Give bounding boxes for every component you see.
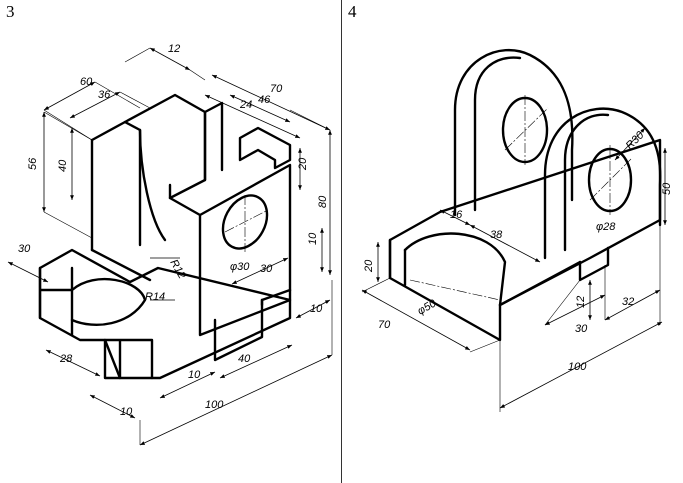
dim-label: 46 [258, 94, 271, 106]
part3-left-upright [90, 120, 142, 252]
dim-label: 70 [270, 83, 283, 95]
dim-label: 30 [18, 243, 31, 255]
panel-3-number: 3 [6, 2, 15, 21]
dim-label: R30 [624, 129, 647, 152]
dim-label: 20 [363, 259, 375, 273]
part3-rear-notch [238, 126, 292, 170]
drawing-3 [7, 47, 333, 446]
dim-label: 50 [661, 182, 673, 195]
dim-label: 12 [575, 296, 587, 308]
dim-label: 80 [317, 195, 329, 208]
dim-label: 100 [568, 361, 587, 373]
dim-label: 28 [59, 353, 73, 365]
part3-slot-edge [260, 288, 292, 307]
part3-dimension-labels: 12 60 36 70 46 24 56 40 20 80 10 R12 φ30… [18, 43, 329, 418]
dim-label: 100 [205, 399, 224, 411]
part3-r14-cutout [70, 277, 147, 327]
part4-left-lug-inner [473, 56, 522, 212]
dim-label: φ30 [230, 261, 250, 273]
part4-bottom-slot [498, 246, 610, 307]
dim-label: 70 [378, 319, 391, 331]
dim-label: 30 [260, 263, 273, 275]
dim-label: 56 [27, 157, 39, 170]
dim-label: 40 [238, 353, 251, 365]
dim-label: 10 [310, 303, 323, 315]
part3-front-lug [103, 338, 154, 380]
dim-label: 40 [57, 159, 69, 172]
part4-right-lug-centerline [589, 145, 633, 215]
dim-label: R12 [167, 258, 187, 281]
part4-base-front-left [388, 238, 407, 287]
dim-label: 10 [188, 369, 201, 381]
part4-left-lug-centerline [504, 95, 549, 165]
dim-label: φ28 [596, 221, 616, 233]
dim-label: 10 [120, 406, 133, 418]
part3-bottom-slot [213, 298, 264, 362]
dim-label: 24 [239, 99, 252, 111]
part3-right-block [168, 163, 292, 337]
part3-r12-arc [138, 128, 167, 242]
dim-label: 20 [297, 157, 309, 171]
dim-label: 30 [575, 323, 588, 335]
dim-label: 16 [450, 209, 463, 221]
dim-label: 36 [98, 89, 111, 101]
part4-dimension-labels: R30 50 16 38 φ28 20 φ50 70 12 30 32 100 [363, 129, 673, 373]
panel-divider [341, 0, 342, 483]
dim-label: R14 [145, 291, 165, 303]
dim-label: φ50 [416, 297, 440, 318]
dim-label: 60 [80, 76, 93, 88]
part3-wall-base [90, 248, 152, 282]
dim-label: 32 [622, 296, 634, 308]
part4-left-lug [453, 49, 574, 217]
part3-top-left [123, 93, 207, 200]
panel-4-number: 4 [348, 2, 357, 21]
part3-base-left-block [38, 266, 74, 337]
part3-dimension-lines [7, 47, 333, 446]
part3-phi30-hole [221, 194, 269, 250]
dim-label: 10 [307, 232, 319, 245]
dim-label: 38 [490, 229, 503, 241]
part3-hole-centerline [224, 195, 269, 252]
part4-right-lug [543, 107, 662, 260]
dim-label: 12 [168, 43, 180, 55]
drawing-4 [361, 49, 667, 412]
part4-right-lug-inner [563, 113, 610, 252]
part4-dimension-lines [361, 127, 667, 412]
part3-middle-rib [203, 101, 224, 182]
